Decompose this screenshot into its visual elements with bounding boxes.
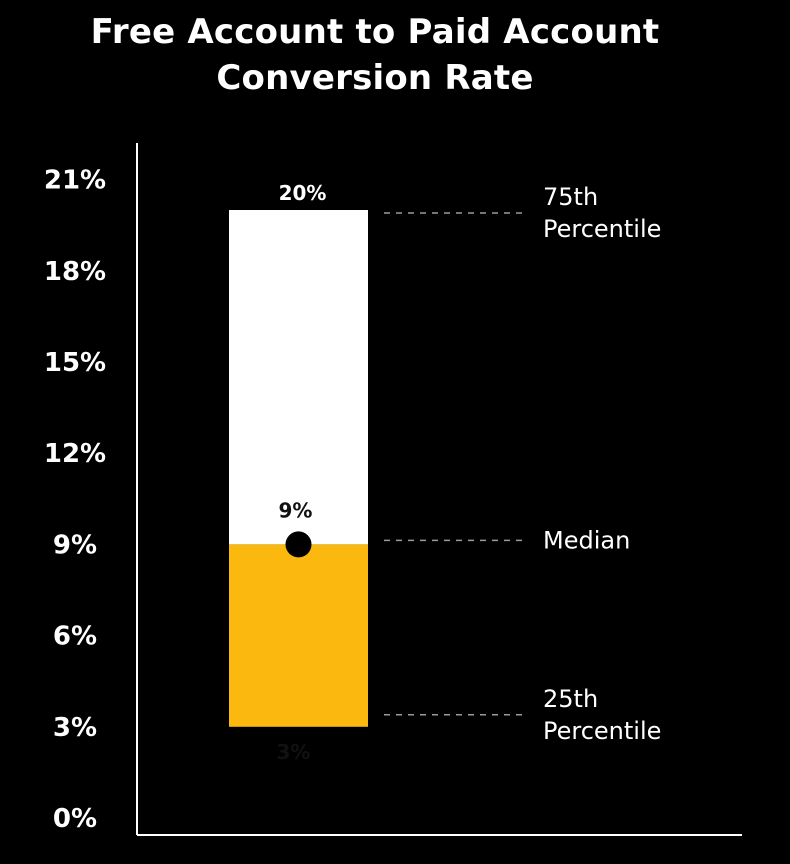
data-label-median: 9% xyxy=(279,498,313,522)
annotation-p75: 75th xyxy=(543,183,598,211)
bar-upper-segment xyxy=(229,210,368,545)
y-tick-label: 18% xyxy=(44,257,106,287)
y-tick-label: 15% xyxy=(44,348,106,378)
annotation-p75: Percentile xyxy=(543,215,661,243)
median-dot xyxy=(285,531,312,558)
y-tick-label: 6% xyxy=(53,622,97,652)
chart-title-line-1: Free Account to Paid Account xyxy=(90,12,660,52)
chart-title-line-2: Conversion Rate xyxy=(216,58,534,98)
y-tick-label: 12% xyxy=(44,439,106,469)
data-label-p25: 3% xyxy=(277,740,311,764)
bar-lower-segment xyxy=(229,544,368,727)
annotation-median: Median xyxy=(543,526,630,554)
annotation-p25: Percentile xyxy=(543,717,661,745)
y-tick-label: 0% xyxy=(53,804,97,834)
y-tick-label: 21% xyxy=(44,166,106,196)
y-tick-label: 9% xyxy=(53,530,97,560)
annotation-p25: 25th xyxy=(543,685,598,713)
data-label-p75: 20% xyxy=(279,181,327,205)
y-tick-label: 3% xyxy=(53,713,97,743)
